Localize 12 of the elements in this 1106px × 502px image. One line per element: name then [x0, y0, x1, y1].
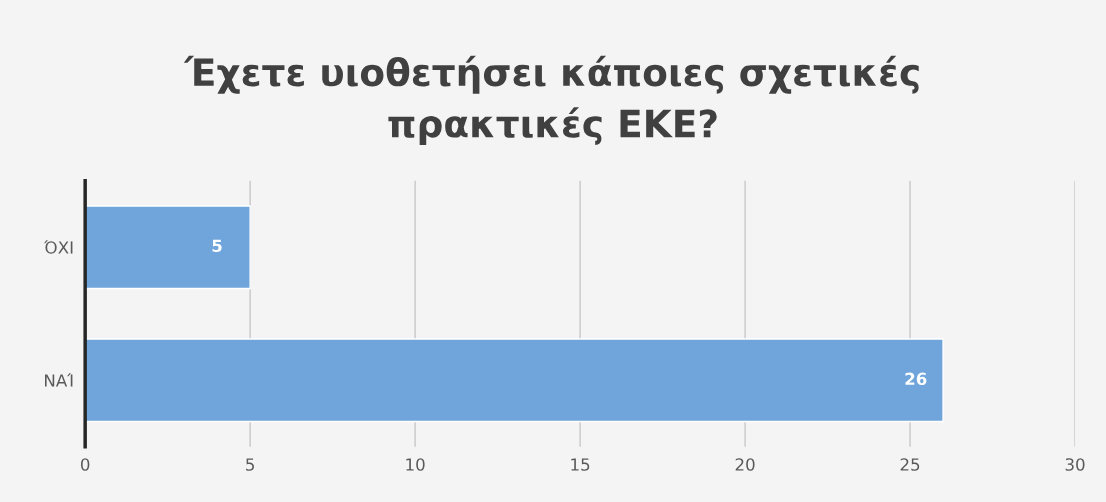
x-tick-label: 0	[80, 458, 90, 471]
y-tick-label: ΝΑΊ	[45, 373, 73, 387]
data-label: 26	[905, 372, 927, 386]
y-tick-label: ΌΧΙ	[44, 240, 73, 254]
x-tick-label: 5	[246, 458, 254, 471]
chart-title: Έχετε υιοθετήσει κάποιες σχετικές πρακτικές ΕΚΕ?	[183, 55, 919, 145]
x-tick-label: 20	[735, 458, 755, 471]
x-tick-label: 15	[571, 458, 590, 471]
x-tick-label: 30	[1065, 458, 1085, 471]
x-tick-label: 25	[900, 458, 920, 471]
x-tick-label: 10	[406, 458, 425, 471]
data-label: 5	[212, 239, 222, 253]
